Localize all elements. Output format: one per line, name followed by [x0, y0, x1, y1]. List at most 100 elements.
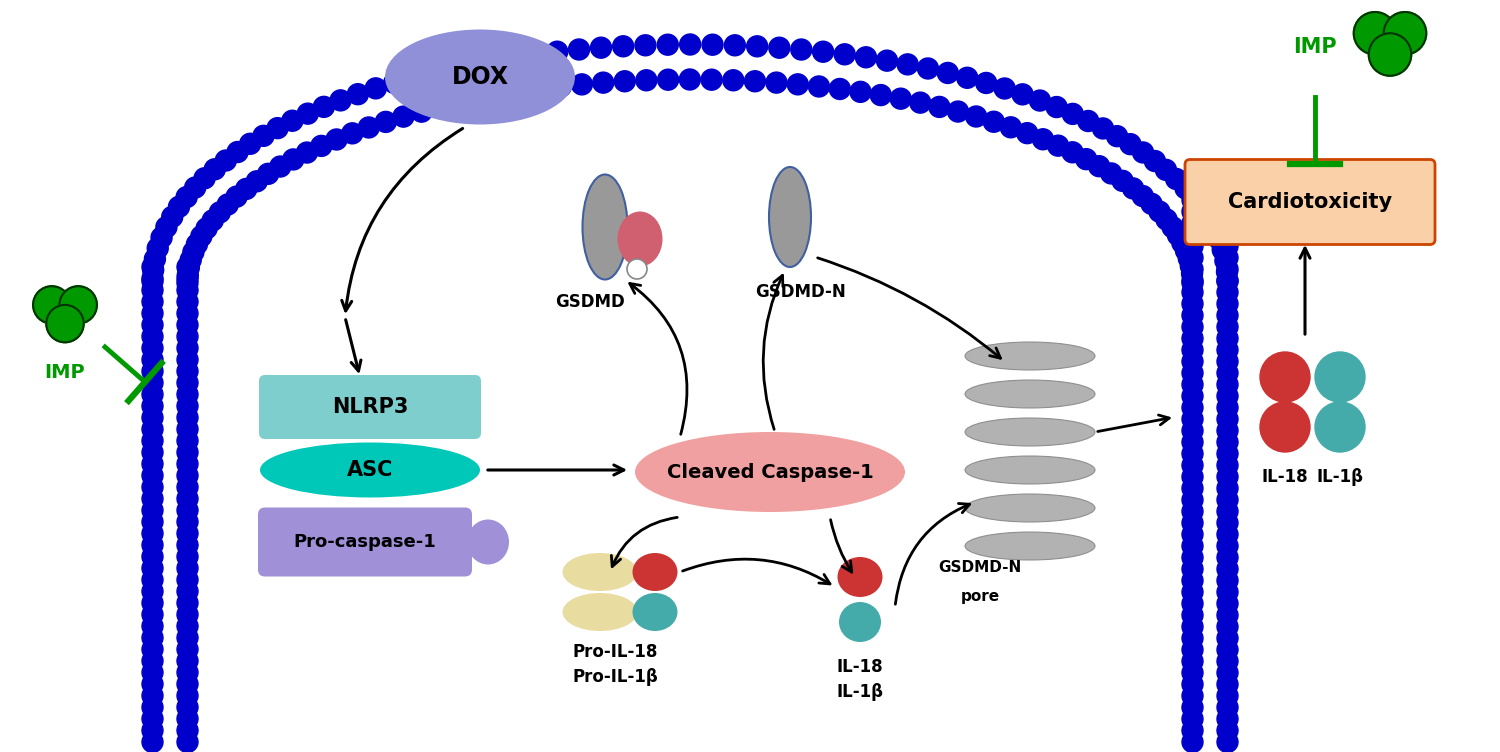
Circle shape — [1182, 317, 1203, 338]
Circle shape — [152, 227, 172, 248]
Circle shape — [1316, 402, 1365, 452]
Circle shape — [142, 271, 164, 292]
Circle shape — [177, 314, 198, 335]
Circle shape — [177, 338, 198, 359]
Circle shape — [1182, 490, 1203, 511]
Circle shape — [1182, 616, 1203, 637]
Circle shape — [1182, 443, 1203, 464]
Circle shape — [592, 72, 613, 93]
Ellipse shape — [770, 167, 812, 267]
Text: Cleaved Caspase-1: Cleaved Caspase-1 — [666, 462, 873, 481]
Circle shape — [700, 69, 721, 90]
Circle shape — [1216, 732, 1237, 752]
Circle shape — [142, 732, 164, 752]
Circle shape — [142, 465, 164, 486]
Circle shape — [1182, 524, 1203, 545]
Circle shape — [1216, 674, 1237, 695]
Circle shape — [1216, 685, 1237, 706]
Circle shape — [1182, 263, 1203, 284]
Circle shape — [1062, 142, 1083, 162]
Circle shape — [1216, 570, 1237, 591]
Circle shape — [393, 106, 414, 127]
Text: Pro-IL-18: Pro-IL-18 — [573, 643, 657, 661]
Circle shape — [46, 305, 84, 342]
Circle shape — [636, 70, 657, 91]
Circle shape — [1174, 177, 1196, 199]
Circle shape — [177, 604, 198, 625]
Circle shape — [1172, 232, 1192, 253]
Circle shape — [348, 83, 369, 105]
Circle shape — [1216, 293, 1237, 314]
Circle shape — [142, 616, 164, 637]
Circle shape — [1167, 225, 1188, 246]
Circle shape — [1216, 190, 1237, 211]
Circle shape — [142, 384, 164, 405]
Circle shape — [1182, 674, 1203, 695]
Circle shape — [147, 238, 168, 259]
Circle shape — [177, 650, 198, 672]
Circle shape — [1101, 163, 1122, 184]
Circle shape — [1182, 720, 1203, 741]
Circle shape — [1216, 524, 1237, 545]
Circle shape — [830, 78, 850, 99]
Circle shape — [489, 85, 510, 105]
Circle shape — [948, 101, 969, 122]
Circle shape — [1122, 178, 1143, 199]
Circle shape — [530, 78, 550, 99]
Circle shape — [1182, 339, 1203, 360]
Circle shape — [177, 442, 198, 463]
Circle shape — [1182, 685, 1203, 706]
Circle shape — [1182, 259, 1203, 280]
Circle shape — [723, 70, 744, 91]
Circle shape — [1182, 478, 1203, 499]
Circle shape — [142, 372, 164, 393]
Ellipse shape — [964, 342, 1095, 370]
Circle shape — [177, 430, 198, 451]
Circle shape — [1182, 282, 1203, 303]
Circle shape — [284, 149, 304, 170]
Circle shape — [1155, 159, 1176, 180]
Circle shape — [1000, 117, 1022, 138]
Circle shape — [918, 58, 939, 79]
Ellipse shape — [260, 442, 480, 498]
Circle shape — [204, 159, 225, 180]
Circle shape — [142, 430, 164, 451]
Circle shape — [1182, 697, 1203, 718]
Circle shape — [183, 241, 204, 262]
Circle shape — [984, 111, 1005, 132]
Ellipse shape — [562, 593, 638, 631]
Text: IL-18: IL-18 — [837, 658, 884, 676]
Circle shape — [142, 361, 164, 382]
Circle shape — [1216, 235, 1237, 256]
Circle shape — [429, 96, 450, 117]
Circle shape — [1182, 593, 1203, 614]
Circle shape — [1182, 408, 1203, 429]
Circle shape — [612, 36, 633, 57]
Circle shape — [168, 196, 189, 217]
Circle shape — [1176, 240, 1197, 261]
Text: IL-1β: IL-1β — [837, 683, 884, 701]
Circle shape — [724, 35, 746, 56]
Ellipse shape — [634, 432, 904, 512]
Circle shape — [1182, 374, 1203, 395]
Circle shape — [177, 546, 198, 567]
Circle shape — [177, 732, 198, 752]
Circle shape — [142, 453, 164, 475]
Circle shape — [1182, 201, 1203, 222]
Circle shape — [142, 638, 164, 660]
Circle shape — [1216, 261, 1237, 282]
Circle shape — [177, 720, 198, 741]
Circle shape — [591, 37, 612, 58]
Circle shape — [142, 338, 164, 359]
Circle shape — [177, 361, 198, 382]
Circle shape — [1353, 12, 1396, 54]
Circle shape — [1013, 84, 1034, 105]
Circle shape — [1182, 605, 1203, 626]
Circle shape — [1216, 663, 1237, 684]
Circle shape — [614, 71, 634, 92]
Circle shape — [1216, 593, 1237, 614]
Circle shape — [634, 35, 656, 56]
Circle shape — [142, 697, 164, 717]
Circle shape — [194, 168, 214, 189]
Circle shape — [1216, 420, 1237, 441]
